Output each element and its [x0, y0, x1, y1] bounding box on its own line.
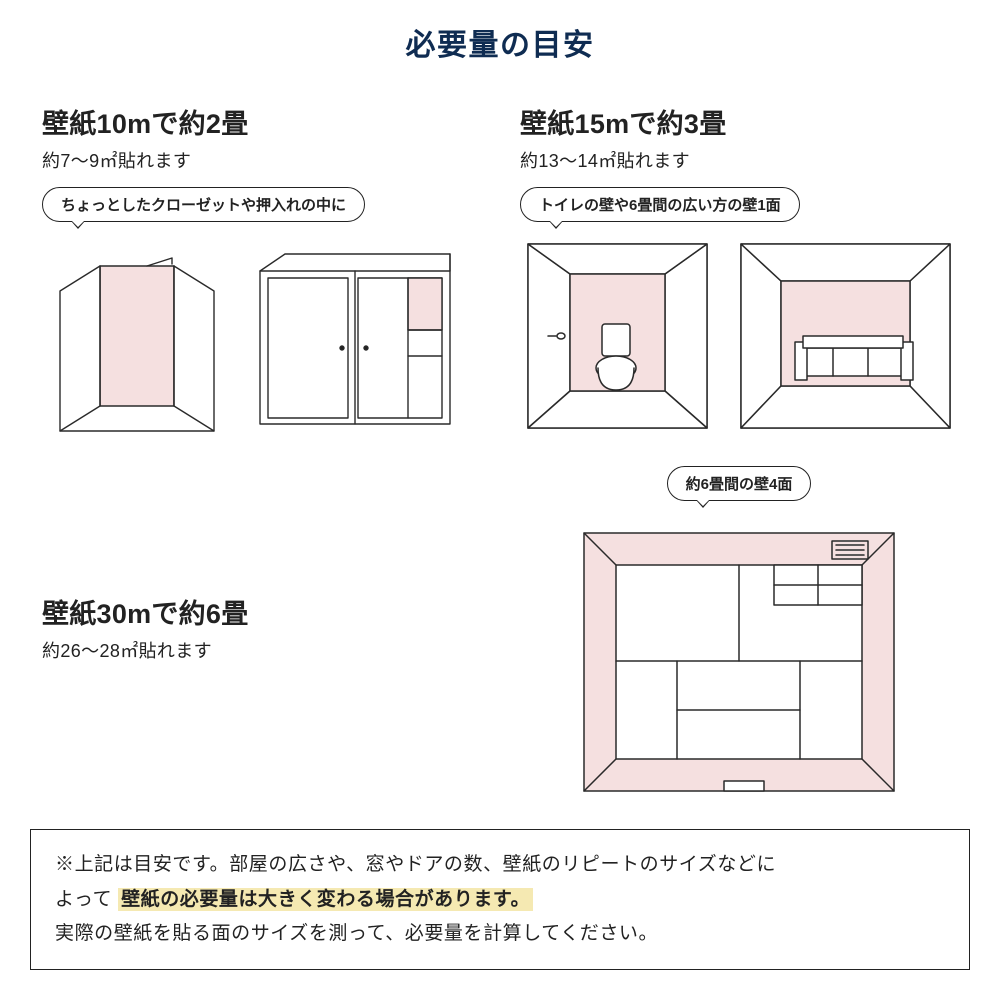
- note-line-2-highlight: 壁紙の必要量は大きく変わる場合があります。: [118, 888, 533, 911]
- section-30m-sub: 約26～28㎡貼れます: [42, 637, 460, 663]
- section-30m-illustration-wrap: 約6畳間の壁4面: [520, 466, 958, 803]
- section-30m: 壁紙30mで約6畳 約26～28㎡貼れます: [42, 592, 460, 677]
- section-10m-bubble: ちょっとしたクローゼットや押入れの中に: [42, 187, 365, 222]
- section-10m-illustrations: [42, 236, 460, 436]
- section-15m-heading: 壁紙15mで約3畳: [520, 102, 958, 141]
- note-line-3: 実際の壁紙を貼る面のサイズを測って、必要量を計算してください。: [55, 917, 945, 951]
- sections-grid: 壁紙10mで約2畳 約7～9㎡貼れます ちょっとしたクローゼットや押入れの中に: [30, 102, 970, 803]
- section-15m-bubble: トイレの壁や6畳間の広い方の壁1面: [520, 187, 800, 222]
- section-10m-heading: 壁紙10mで約2畳: [42, 102, 460, 141]
- page-title: 必要量の目安: [30, 20, 970, 64]
- wide-room-icon: [733, 236, 958, 436]
- section-15m-illustrations: [520, 236, 958, 436]
- closet-icon: [42, 236, 232, 436]
- toilet-room-icon: [520, 236, 715, 436]
- section-30m-heading: 壁紙30mで約6畳: [42, 592, 460, 631]
- section-15m-sub: 約13～14㎡貼れます: [520, 147, 958, 173]
- sliding-doors-icon: [250, 236, 460, 436]
- note-line-1: ※上記は目安です。部屋の広さや、窓やドアの数、壁紙のリピートのサイズなどに: [55, 848, 945, 882]
- note-box: ※上記は目安です。部屋の広さや、窓やドアの数、壁紙のリピートのサイズなどに よっ…: [30, 829, 970, 970]
- six-mat-room-icon: [574, 523, 904, 803]
- section-10m: 壁紙10mで約2畳 約7～9㎡貼れます ちょっとしたクローゼットや押入れの中に: [42, 102, 460, 436]
- section-30m-bubble: 約6畳間の壁4面: [667, 466, 812, 501]
- note-line-2-prefix: よって: [55, 889, 112, 910]
- note-line-2: よって 壁紙の必要量は大きく変わる場合があります。: [55, 883, 945, 917]
- section-15m: 壁紙15mで約3畳 約13～14㎡貼れます トイレの壁や6畳間の広い方の壁1面: [520, 102, 958, 436]
- section-10m-sub: 約7～9㎡貼れます: [42, 147, 460, 173]
